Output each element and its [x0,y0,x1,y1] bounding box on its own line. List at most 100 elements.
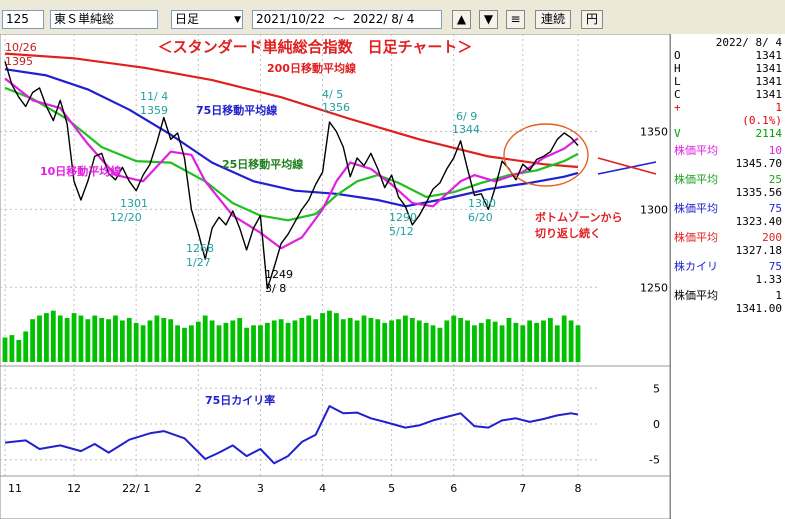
volume-bar [195,321,201,362]
volume-bar [126,318,132,362]
volume-bar [333,313,339,362]
volume-bar [16,340,22,362]
volume-bar [147,320,153,362]
volume-bar [223,322,229,362]
ind-ma10-param: 10 [768,144,782,157]
volume-bar [444,320,450,362]
volume-bar [44,313,49,362]
volume-bar [2,337,8,362]
volume-bar [237,318,243,362]
volume-bar [133,322,139,362]
x-tick-label: 12 [67,482,81,495]
volume-bar [403,315,408,362]
period-select[interactable]: 日足 ▼ [171,10,243,29]
volume-bar [202,315,208,362]
volume-bar [499,325,505,362]
price-annotation: 1290 [389,211,417,224]
side-date: 2022/ 8/ 4 [715,36,782,49]
side-panel: 2022/ 8/ 4 O 1341 H 1341 L 1341 C 1341 +1 (0… [670,34,785,519]
ohlc-close: C 1341 [674,88,782,101]
price-annotation: 4/ 5 [322,88,343,101]
ind-ma25-value: 1335.56 [735,186,782,199]
x-tick-label: 3 [257,482,264,495]
annotation-label: 10日移動平均線 [40,164,121,178]
volume-bar [154,315,160,362]
volume-bar [23,331,29,362]
volume-bar [244,327,250,362]
ind-ma200: 株価平均 200 [674,231,782,244]
code-field[interactable]: 125 [2,10,44,29]
volume-key: V [674,127,681,140]
chart-title: ＜スタンダード単純総合指数 日足チャート＞ [158,38,473,56]
price-annotation: 1395 [5,55,33,68]
annotation-label: 25日移動平均線 [222,157,303,171]
date-range-field[interactable]: 2021/10/22 ～ 2022/ 8/ 4 [252,10,442,29]
volume-bar [423,322,429,362]
volume-bar [264,322,270,362]
volume-bar [382,322,388,362]
ind-kairi75-param: 75 [768,260,782,273]
chevron-down-icon[interactable]: ▼ [234,15,241,25]
x-tick-label: 8 [575,482,582,495]
ohlc-low: L 1341 [674,75,782,88]
ind-ma200-param: 200 [762,231,782,244]
volume-bar [478,322,484,362]
volume-bar [216,325,222,362]
price-annotation: 12/20 [110,211,142,224]
x-tick-label: 5 [388,482,395,495]
volume-bar [340,319,346,362]
ind-ma25-param: 25 [768,173,782,186]
stock-name-field[interactable]: 東Ｓ単純総 [50,10,158,29]
volume-bar [534,322,539,362]
volume-bar [527,320,533,362]
outlook-ma200-line [597,157,657,175]
up-arrow-icon[interactable]: ▲ [452,10,471,29]
volume-bar [368,318,374,362]
toolbar: 125 東Ｓ単純総 日足 ▼ 2021/10/22 ～ 2022/ 8/ 4 ▲… [0,0,785,36]
ind-ma75-label: 株価平均 [674,202,718,215]
ohlc-close-value: 1341 [755,88,783,101]
ind-ma10: 株価平均 10 [674,144,782,157]
ind-ma1-value: 1341.00 [735,302,782,315]
volume-bar [541,320,546,362]
volume-bar [292,320,298,362]
volume-bar [78,315,84,362]
volume-bar [451,315,457,362]
price-annotation: 1301 [120,197,148,210]
volume-bar [92,315,98,362]
volume-bar [188,325,194,362]
yen-button[interactable]: 円 [581,10,603,29]
volume-bar [492,321,498,362]
price-annotation: 5/12 [389,225,414,238]
volume-bar [278,319,284,362]
volume-bar [37,315,42,362]
ohlc-close-key: C [674,88,681,101]
volume-bar [71,313,77,362]
ma75-line [4,68,579,208]
x-tick-label: 22/ 1 [122,482,150,495]
date-to: 2022/ 8/ 4 [352,12,415,26]
ind-ma25: 株価平均 25 [674,173,782,186]
volume-bar [9,335,15,362]
price-annotation: 11/ 4 [140,90,168,103]
volume-bar [258,325,263,362]
down-arrow-icon[interactable]: ▼ [479,10,498,29]
outlook-ma75-line [597,161,657,175]
x-tick-label: 2 [195,482,202,495]
ind-kairi75-value: 1.33 [755,273,783,286]
volume-bar [575,325,581,362]
volume-bar [306,315,312,362]
price-annotation: 1359 [140,104,168,117]
change-pct: (0.1%) [742,114,782,127]
kairi-tick-label: -5 [649,454,660,467]
volume-bar [396,319,401,362]
volume-bar [409,318,415,362]
kairi-line [4,405,579,465]
renzoku-button[interactable]: 連続 [535,10,571,29]
ohlc-low-key: L [674,75,681,88]
kairi-tick-label: 0 [653,418,660,431]
volume-bar [299,318,305,362]
volume-bar [354,320,360,362]
price-annotation: 6/20 [468,211,493,224]
menu-icon[interactable]: ≡ [506,10,525,29]
